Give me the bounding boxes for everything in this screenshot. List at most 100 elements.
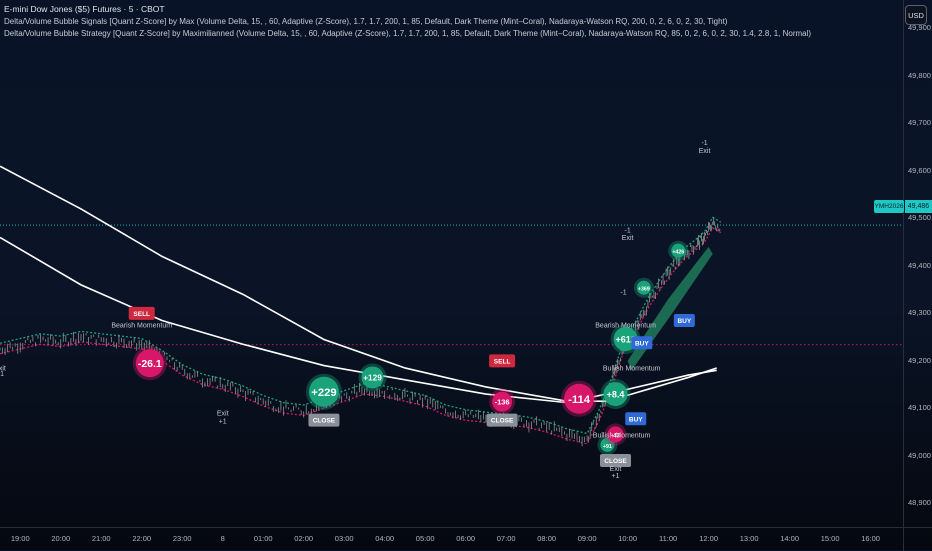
time-tick-label: 16:00 <box>861 534 880 543</box>
chart-annotation: +1 <box>612 473 620 480</box>
price-tick-label: 49,500 <box>908 213 931 223</box>
delta-bubble-label: +612 <box>615 334 635 344</box>
chart-annotation: -1 <box>620 289 626 296</box>
price-axis[interactable]: 48,900 49,000 49,100 49,200 49,300 49,400 49,5… <box>903 0 932 550</box>
time-tick-label: 11:00 <box>659 534 678 543</box>
chart-title[interactable]: E-mini Dow Jones ($5) Futures · 5 · CBOT <box>4 4 165 14</box>
signal-label: BUY <box>635 340 649 347</box>
delta-bubble <box>607 426 624 443</box>
price-tick-label: 49,900 <box>908 23 931 33</box>
last-price-label: 49,486 <box>905 200 932 213</box>
price-tick-label: 49,700 <box>908 118 931 128</box>
signal-box-buy <box>631 336 653 350</box>
chart-annotation: +1 <box>219 418 227 425</box>
time-tick-label: 12:00 <box>699 534 719 543</box>
currency-button[interactable]: USD <box>905 5 927 25</box>
indicator-legend: E-mini Dow Jones ($5) Futures · 5 · CBOT… <box>4 3 811 41</box>
time-tick-label: 02:00 <box>294 534 314 543</box>
price-tick-label: 49,100 <box>908 403 931 413</box>
chart-annotation: Bullish Momentum <box>593 433 651 440</box>
price-tick-label: 49,600 <box>908 165 931 175</box>
time-tick-label: 06:00 <box>456 534 476 543</box>
chart-annotation: Exit <box>0 365 6 372</box>
time-tick-label: 01:00 <box>253 534 273 543</box>
delta-bubble-label: +8.4 <box>607 389 625 399</box>
delta-bubble-label: +369 <box>638 287 650 293</box>
ma-slow-line <box>0 236 717 404</box>
delta-bubble <box>603 382 628 407</box>
time-tick-label: 05:00 <box>415 534 435 543</box>
time-tick-label: 22:00 <box>132 534 152 543</box>
price-tick-label: 49,200 <box>908 355 931 365</box>
ma-fast-line <box>0 165 717 402</box>
signal-label: BUY <box>629 416 643 423</box>
chart-annotation: -1 <box>625 228 631 235</box>
chart-annotation: Bullish Momentum <box>603 365 661 372</box>
price-tick-label: 49,400 <box>908 260 931 270</box>
signal-box-sell <box>128 306 155 320</box>
delta-bubble <box>564 383 595 414</box>
delta-bubble-label: -26.1 <box>138 358 162 370</box>
time-tick-label: 8 <box>220 534 225 543</box>
time-tick-label: 08:00 <box>537 534 557 543</box>
signal-box-sell <box>489 354 516 368</box>
signal-label: SELL <box>133 311 150 318</box>
chart-annotation: Bearish Momentum <box>595 323 656 330</box>
price-tick-label: 49,000 <box>908 450 931 460</box>
time-tick-label: 03:00 <box>334 534 354 543</box>
signal-label: CLOSE <box>491 418 514 425</box>
signal-label: SELL <box>494 358 511 365</box>
delta-bubble <box>492 391 513 412</box>
delta-bubble-label: -114 <box>568 394 591 406</box>
time-tick-label: 14:00 <box>780 534 799 543</box>
delta-bubble <box>308 376 339 407</box>
signal-box-close <box>599 454 631 468</box>
time-tick-label: 15:00 <box>820 534 840 543</box>
signal-ribbon-bear <box>0 226 722 445</box>
signal-box-buy <box>625 412 647 426</box>
chart-annotation: Exit <box>217 410 229 417</box>
delta-bubble-label: +129 <box>363 374 382 383</box>
signal-box-close <box>308 413 340 427</box>
delta-bubble <box>135 349 164 378</box>
price-tick-label: 48,900 <box>908 498 931 508</box>
delta-bubble <box>636 280 651 295</box>
price-tick-label: 49,800 <box>908 70 931 80</box>
price-tick-label: 49,300 <box>908 308 931 318</box>
delta-bubble-label: +426 <box>672 250 684 256</box>
delta-bubble <box>361 366 384 389</box>
signal-label: CLOSE <box>604 458 627 465</box>
delta-bubble <box>671 243 686 258</box>
time-tick-label: 07:00 <box>496 534 516 543</box>
signal-label: CLOSE <box>313 418 336 425</box>
time-tick-label: 09:00 <box>577 534 597 543</box>
time-tick-label: 10:00 <box>618 534 638 543</box>
signal-box-close <box>486 413 518 427</box>
chart-annotation: Exit <box>610 466 622 473</box>
time-axis[interactable]: 19:00 20:00 21:00 22:00 23:00 8 01:00 02:00 03:0… <box>0 527 903 551</box>
bull-trail <box>627 246 713 371</box>
time-tick-label: 23:00 <box>172 534 192 543</box>
indicator-1-label[interactable]: Delta/Volume Bubble Signals [Quant Z-Sco… <box>4 16 728 26</box>
delta-bubble-label: -43 <box>611 433 620 439</box>
delta-bubble <box>600 437 615 452</box>
indicator-2-label[interactable]: Delta/Volume Bubble Strategy [Quant Z-Sc… <box>4 29 812 38</box>
time-tick-label: 04:00 <box>375 534 395 543</box>
time-tick-label: 20:00 <box>51 534 71 543</box>
chart-plot-area[interactable]: -26.1 +229 +129 -136 -114 +8.4 +612 +91 -43 +369 +… <box>0 0 903 527</box>
axis-corner <box>903 527 932 551</box>
signal-label: BUY <box>677 318 691 325</box>
symbol-price-tag: YMH2026 <box>874 200 904 213</box>
chart-annotation: +1 <box>0 371 4 378</box>
delta-bubble-label: +229 <box>311 387 336 399</box>
delta-bubble-label: +91 <box>603 444 612 450</box>
chart-annotation: -1 <box>701 140 707 147</box>
time-tick-label: 13:00 <box>739 534 759 543</box>
delta-bubble-label: -136 <box>495 398 510 407</box>
time-tick-label: 21:00 <box>91 534 111 543</box>
chart-annotation: Exit <box>699 148 711 155</box>
signal-box-buy <box>673 313 695 327</box>
chart-annotation: Bearish Momentum <box>111 323 172 330</box>
time-tick-label: 19:00 <box>10 534 30 543</box>
chart-annotation: Exit <box>622 235 634 242</box>
